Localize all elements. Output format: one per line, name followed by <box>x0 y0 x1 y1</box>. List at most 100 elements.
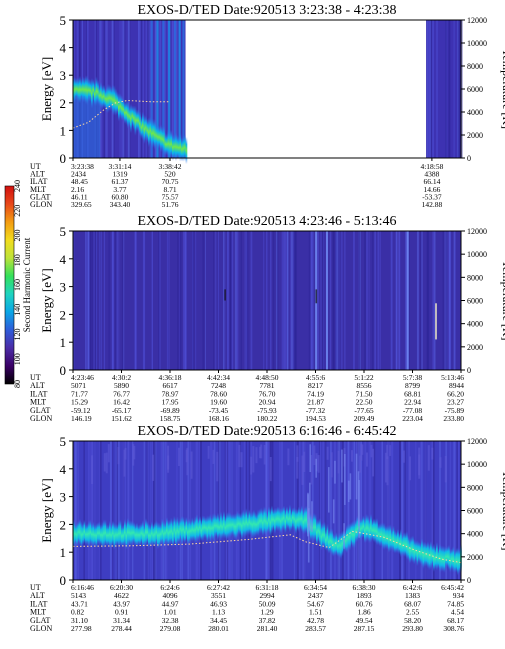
background-streak <box>431 441 434 580</box>
band-slice <box>203 515 206 539</box>
band-slice <box>380 522 383 547</box>
noise-patch <box>334 460 336 484</box>
background-streak <box>367 231 369 370</box>
band-slice <box>335 532 338 556</box>
band-slice <box>322 522 324 547</box>
orbit-row-label: MLT <box>30 608 46 617</box>
y-tick-label: 3 <box>60 68 67 83</box>
band-slice <box>199 515 201 540</box>
band-slice <box>217 512 219 541</box>
orbit-value: 4:48:50 <box>256 373 279 382</box>
background-streak <box>103 231 106 370</box>
background-streak <box>432 441 434 580</box>
band-slice <box>299 508 302 530</box>
background-streak <box>293 231 296 370</box>
band-slice <box>256 513 258 536</box>
orbit-value: 1.13 <box>212 608 225 617</box>
dark-mark <box>315 289 318 304</box>
band-slice <box>439 543 441 573</box>
band-slice <box>265 507 267 536</box>
band-slice <box>202 515 204 541</box>
orbit-value: 2434 <box>71 170 86 179</box>
background-streak <box>87 441 90 580</box>
band-slice <box>287 509 290 530</box>
noise-patch <box>310 454 313 485</box>
orbit-value: 68.07 <box>404 599 421 608</box>
background-streak <box>387 441 390 580</box>
band-slice <box>191 517 194 542</box>
orbit-value: 1.01 <box>163 608 176 617</box>
intensity-streak <box>325 231 328 370</box>
band-slice <box>376 518 378 546</box>
orbit-value: -77.32 <box>306 406 326 415</box>
band-slice <box>158 522 161 548</box>
colorbar-tick-label: 200 <box>13 230 22 242</box>
band-slice <box>79 75 81 104</box>
band-slice <box>118 93 120 122</box>
orbit-value: 1319 <box>112 170 127 179</box>
orbit-value: -77.08 <box>403 406 423 415</box>
background-streak <box>116 231 118 370</box>
orbit-value: 281.40 <box>257 624 278 633</box>
band-slice <box>83 77 86 103</box>
background-streak <box>272 231 275 370</box>
noise-patch <box>409 456 412 481</box>
background-streak <box>250 231 253 370</box>
background-streak <box>184 231 187 370</box>
band-slice <box>82 76 84 103</box>
background-streak <box>287 231 288 370</box>
y-tick-label: 2 <box>60 517 67 532</box>
colorbar-tick-label: 100 <box>13 353 22 365</box>
temperature-trace <box>72 530 462 564</box>
colorbar-tick-label: 80 <box>13 380 22 388</box>
background-streak <box>240 441 241 580</box>
orbit-row-label: GLON <box>30 414 52 423</box>
band-slice <box>392 525 395 553</box>
panel-3: EXOS-D/TED Date:920513 6:16:46 - 6:45:42… <box>30 424 505 633</box>
band-slice <box>337 535 339 557</box>
band-slice <box>172 520 174 547</box>
band-slice <box>436 542 438 571</box>
orbit-value: 54.67 <box>307 599 324 608</box>
band-slice <box>275 507 278 531</box>
band-slice <box>443 545 446 573</box>
y-tick-label: 2 <box>60 307 67 322</box>
background-streak <box>153 441 156 580</box>
orbit-value: 5143 <box>71 591 86 600</box>
background-streak <box>352 441 354 580</box>
band-slice <box>383 522 386 551</box>
noise-patch <box>263 444 266 465</box>
background-streak <box>127 20 130 158</box>
band-slice <box>98 521 101 546</box>
band-slice <box>365 513 368 543</box>
band-slice <box>397 528 399 554</box>
background-streak <box>401 441 404 580</box>
background-streak <box>369 441 372 580</box>
orbit-value: 6:38:30 <box>353 583 376 592</box>
y-right-tick-label: 6000 <box>467 297 483 306</box>
band-slice <box>266 512 269 534</box>
orbit-value: -75.89 <box>445 406 465 415</box>
orbit-value: 308.76 <box>443 624 464 633</box>
background-streak <box>332 231 335 370</box>
noise-patch <box>259 446 262 459</box>
noise-patch <box>370 444 373 458</box>
background-streak <box>213 231 214 370</box>
band-slice <box>166 133 168 156</box>
y-right-axis-label: Temperature [K] <box>500 260 505 340</box>
background-streak <box>426 20 428 158</box>
y-tick-label: 5 <box>60 13 67 28</box>
orbit-value: 1.29 <box>260 608 273 617</box>
background-streak <box>127 441 130 580</box>
background-streak <box>145 20 147 158</box>
band-slice <box>325 529 327 551</box>
background-streak <box>336 231 339 370</box>
orbit-value: 6:27:42 <box>207 583 230 592</box>
band-slice <box>74 523 77 544</box>
background-streak <box>311 231 314 370</box>
noise-patch <box>207 445 210 459</box>
band-slice <box>194 516 197 544</box>
background-streak <box>283 231 285 370</box>
band-slice <box>313 512 315 542</box>
noise-patch <box>444 455 447 483</box>
